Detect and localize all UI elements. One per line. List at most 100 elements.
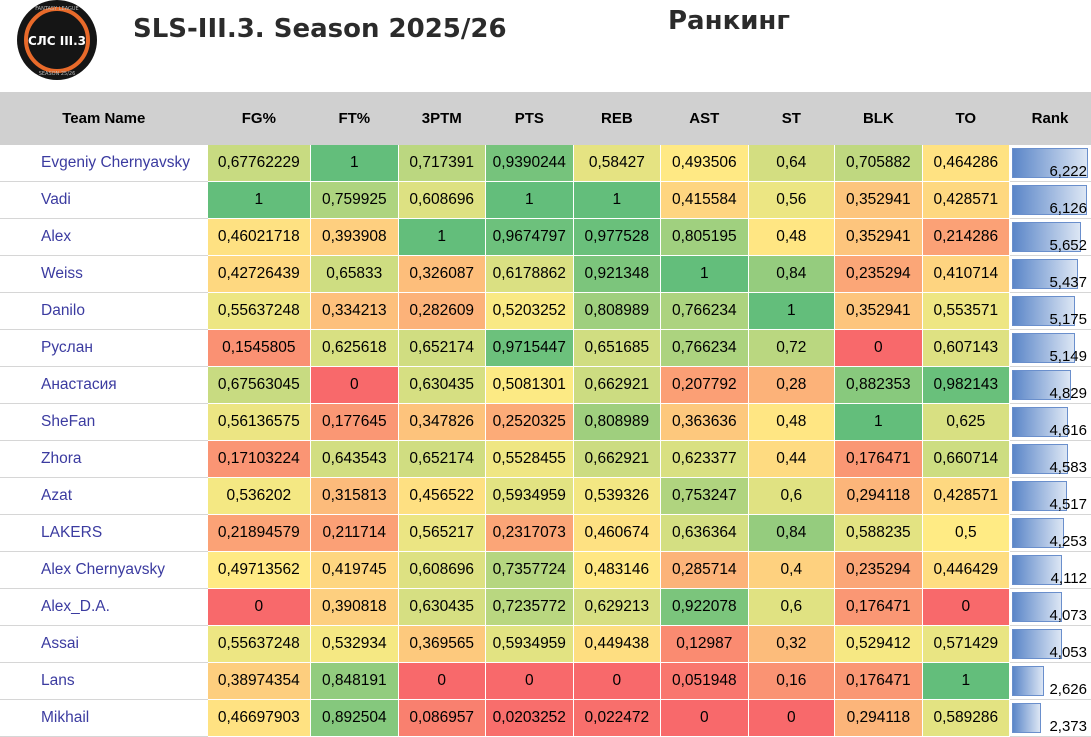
stat-cell-3ptm[interactable]: 0,347826 <box>397 403 486 441</box>
column-header-st[interactable]: ST <box>747 92 836 145</box>
stat-cell-to[interactable]: 0,607143 <box>921 329 1011 367</box>
stat-cell-pts[interactable]: 0,9715447 <box>484 329 574 367</box>
team-name-cell[interactable]: LAKERS <box>0 514 208 552</box>
rank-cell[interactable]: 4,829 <box>1009 366 1091 404</box>
stat-cell-ast[interactable]: 0,415584 <box>660 181 749 219</box>
rank-cell[interactable]: 6,222 <box>1009 144 1091 182</box>
team-name-cell[interactable]: Lans <box>0 662 208 700</box>
stat-cell-pts[interactable]: 0,5934959 <box>484 477 574 515</box>
team-name-cell[interactable]: Evgeniy Chernyavsky <box>0 144 208 182</box>
stat-cell-3ptm[interactable]: 1 <box>397 218 486 256</box>
table-row[interactable]: Анастасия 0,67563045 0 0,630435 0,5081301 0,6… <box>0 366 1091 404</box>
stat-cell-ast[interactable]: 0,051948 <box>660 662 749 700</box>
stat-cell-reb[interactable]: 0,662921 <box>572 366 662 404</box>
rank-cell[interactable]: 5,175 <box>1009 292 1091 330</box>
rank-cell[interactable]: 2,626 <box>1009 662 1091 700</box>
column-header-rank[interactable]: Rank <box>1009 92 1091 145</box>
stat-cell-to[interactable]: 0,214286 <box>921 218 1011 256</box>
rank-cell[interactable]: 5,149 <box>1009 329 1091 367</box>
rank-cell[interactable]: 4,583 <box>1009 440 1091 478</box>
stat-cell-ft[interactable]: 0,643543 <box>310 440 399 478</box>
stat-cell-3ptm[interactable]: 0,565217 <box>397 514 486 552</box>
stat-cell-to[interactable]: 0,982143 <box>921 366 1011 404</box>
stat-cell-fg[interactable]: 0,42726439 <box>206 255 312 293</box>
stat-cell-fg[interactable]: 1 <box>206 181 312 219</box>
stat-cell-blk[interactable]: 0,529412 <box>834 625 923 663</box>
table-row[interactable]: Evgeniy Chernyavsky 0,67762229 1 0,717391 0,… <box>0 144 1091 182</box>
stat-cell-st[interactable]: 0,48 <box>747 218 836 256</box>
stat-cell-ft[interactable]: 0 <box>310 366 399 404</box>
stat-cell-st[interactable]: 1 <box>747 292 836 330</box>
stat-cell-reb[interactable]: 0,977528 <box>572 218 662 256</box>
team-name-cell[interactable]: Анастасия <box>0 366 208 404</box>
stat-cell-st[interactable]: 0,56 <box>747 181 836 219</box>
stat-cell-reb[interactable]: 0,539326 <box>572 477 662 515</box>
rank-cell[interactable]: 2,373 <box>1009 699 1091 737</box>
stat-cell-blk[interactable]: 0 <box>834 329 923 367</box>
stat-cell-pts[interactable]: 1 <box>484 181 574 219</box>
stat-cell-blk[interactable]: 0,882353 <box>834 366 923 404</box>
team-name-cell[interactable]: Alex_D.A. <box>0 588 208 626</box>
stat-cell-ft[interactable]: 0,848191 <box>310 662 399 700</box>
stat-cell-reb[interactable]: 0,449438 <box>572 625 662 663</box>
table-row[interactable]: Руслан 0,1545805 0,625618 0,652174 0,9715447… <box>0 329 1091 367</box>
stat-cell-to[interactable]: 0,446429 <box>921 551 1011 589</box>
stat-cell-3ptm[interactable]: 0,652174 <box>397 440 486 478</box>
stat-cell-ft[interactable]: 0,315813 <box>310 477 399 515</box>
stat-cell-fg[interactable]: 0,17103224 <box>206 440 312 478</box>
stat-cell-to[interactable]: 0,5 <box>921 514 1011 552</box>
stat-cell-st[interactable]: 0,44 <box>747 440 836 478</box>
stat-cell-to[interactable]: 0,589286 <box>921 699 1011 737</box>
stat-cell-ft[interactable]: 0,625618 <box>310 329 399 367</box>
stat-cell-fg[interactable]: 0,21894579 <box>206 514 312 552</box>
stat-cell-pts[interactable]: 0,6178862 <box>484 255 574 293</box>
table-row[interactable]: Lans 0,38974354 0,848191 0 0 0 0,051948 0,16 0,1… <box>0 662 1091 700</box>
stat-cell-ft[interactable]: 0,532934 <box>310 625 399 663</box>
stat-cell-pts[interactable]: 0,5203252 <box>484 292 574 330</box>
stat-cell-to[interactable]: 0,553571 <box>921 292 1011 330</box>
stat-cell-pts[interactable]: 0,2520325 <box>484 403 574 441</box>
stat-cell-ft[interactable]: 0,393908 <box>310 218 399 256</box>
stat-cell-ast[interactable]: 0,753247 <box>660 477 749 515</box>
column-header-blk[interactable]: BLK <box>834 92 923 145</box>
stat-cell-fg[interactable]: 0,67762229 <box>206 144 312 182</box>
stat-cell-3ptm[interactable]: 0,652174 <box>397 329 486 367</box>
stat-cell-blk[interactable]: 1 <box>834 403 923 441</box>
rank-cell[interactable]: 5,652 <box>1009 218 1091 256</box>
table-row[interactable]: Assai 0,55637248 0,532934 0,369565 0,5934959… <box>0 625 1091 663</box>
team-name-cell[interactable]: Alex <box>0 218 208 256</box>
stat-cell-ft[interactable]: 0,334213 <box>310 292 399 330</box>
table-row[interactable]: Alex Chernyavsky 0,49713562 0,419745 0,6086… <box>0 551 1091 589</box>
team-name-cell[interactable]: SheFan <box>0 403 208 441</box>
stat-cell-ast[interactable]: 0,12987 <box>660 625 749 663</box>
stat-cell-to[interactable]: 0,660714 <box>921 440 1011 478</box>
team-name-cell[interactable]: Weiss <box>0 255 208 293</box>
stat-cell-3ptm[interactable]: 0,086957 <box>397 699 486 737</box>
stat-cell-st[interactable]: 0,84 <box>747 514 836 552</box>
rank-cell[interactable]: 6,126 <box>1009 181 1091 219</box>
stat-cell-blk[interactable]: 0,176471 <box>834 588 923 626</box>
stat-cell-ft[interactable]: 0,65833 <box>310 255 399 293</box>
stat-cell-ft[interactable]: 0,892504 <box>310 699 399 737</box>
team-name-cell[interactable]: Alex Chernyavsky <box>0 551 208 589</box>
table-row[interactable]: Weiss 0,42726439 0,65833 0,326087 0,6178862 0… <box>0 255 1091 293</box>
stat-cell-pts[interactable]: 0,9390244 <box>484 144 574 182</box>
stat-cell-st[interactable]: 0,4 <box>747 551 836 589</box>
stat-cell-reb[interactable]: 1 <box>572 181 662 219</box>
stat-cell-3ptm[interactable]: 0 <box>397 662 486 700</box>
stat-cell-ast[interactable]: 0,363636 <box>660 403 749 441</box>
stat-cell-pts[interactable]: 0,7357724 <box>484 551 574 589</box>
stat-cell-ft[interactable]: 0,759925 <box>310 181 399 219</box>
stat-cell-ast[interactable]: 0,623377 <box>660 440 749 478</box>
team-name-cell[interactable]: Azat <box>0 477 208 515</box>
stat-cell-to[interactable]: 0,428571 <box>921 181 1011 219</box>
stat-cell-blk[interactable]: 0,352941 <box>834 181 923 219</box>
table-row[interactable]: Alex_D.A. 0 0,390818 0,630435 0,7235772 0,629… <box>0 588 1091 626</box>
stat-cell-ft[interactable]: 1 <box>310 144 399 182</box>
stat-cell-blk[interactable]: 0,294118 <box>834 477 923 515</box>
team-name-cell[interactable]: Mikhail <box>0 699 208 737</box>
rank-cell[interactable]: 5,437 <box>1009 255 1091 293</box>
team-name-cell[interactable]: Danilo <box>0 292 208 330</box>
stat-cell-reb[interactable]: 0,662921 <box>572 440 662 478</box>
rank-cell[interactable]: 4,073 <box>1009 588 1091 626</box>
